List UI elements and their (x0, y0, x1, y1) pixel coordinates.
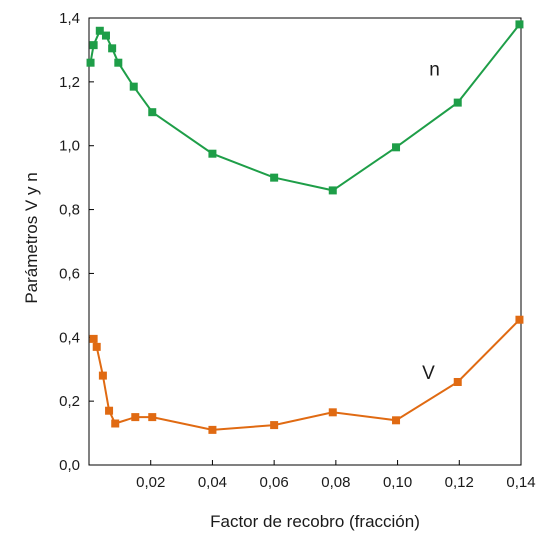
x-tick-label: 0,08 (321, 474, 350, 491)
data-point (148, 108, 157, 117)
x-axis-title: Factor de recobro (fracción) (210, 512, 420, 531)
y-tick-label: 0,8 (59, 202, 80, 219)
data-point (328, 186, 337, 195)
data-point (92, 342, 101, 351)
plot-border (88, 17, 522, 466)
y-tick-label: 0,0 (59, 457, 80, 474)
series-label: V (422, 363, 435, 384)
plot-area (88, 17, 522, 466)
x-tick-label: 0,06 (260, 474, 289, 491)
data-point (328, 408, 337, 417)
x-tick-label: 0,04 (198, 474, 227, 491)
data-point (392, 416, 401, 425)
data-point (89, 41, 98, 50)
x-axis: 0,02 0,04 0,06 0,08 0,10 0,12 0,14 (136, 460, 536, 491)
y-tick-label: 1,2 (59, 74, 80, 91)
data-point (111, 419, 120, 428)
data-point (105, 406, 114, 415)
y-axis: 0,0 0,2 0,4 0,6 0,8 1,0 1,2 1,4 (59, 10, 94, 474)
data-point (453, 98, 462, 107)
x-tick-label: 0,12 (445, 474, 474, 491)
series-V: V (89, 315, 524, 434)
data-point (98, 371, 107, 380)
data-point (101, 31, 110, 40)
x-tick-label: 0,14 (506, 474, 535, 491)
data-point (208, 425, 217, 434)
data-point (270, 421, 279, 430)
y-axis-title: Parámetros V y n (22, 172, 41, 303)
data-point (114, 58, 123, 67)
data-point (108, 44, 117, 53)
data-point (95, 26, 104, 35)
y-tick-label: 1,4 (59, 10, 80, 27)
data-point (515, 315, 524, 324)
data-point (129, 82, 138, 91)
data-point (453, 377, 462, 386)
data-point (515, 20, 524, 29)
data-point (131, 413, 140, 422)
series-layer: nV (86, 20, 524, 434)
series-line (89, 23, 521, 192)
series-line (92, 318, 521, 431)
y-tick-label: 0,6 (59, 265, 80, 282)
data-point (270, 173, 279, 182)
data-point (148, 413, 157, 422)
y-tick-label: 0,4 (59, 329, 80, 346)
series-n: n (86, 20, 524, 195)
data-point (86, 58, 95, 67)
series-label: n (429, 59, 440, 80)
data-point (89, 334, 98, 343)
data-point (392, 143, 401, 152)
x-tick-label: 0,10 (383, 474, 412, 491)
y-tick-label: 0,2 (59, 393, 80, 410)
x-tick-label: 0,02 (136, 474, 165, 491)
data-point (208, 149, 217, 158)
y-tick-label: 1,0 (59, 138, 80, 155)
